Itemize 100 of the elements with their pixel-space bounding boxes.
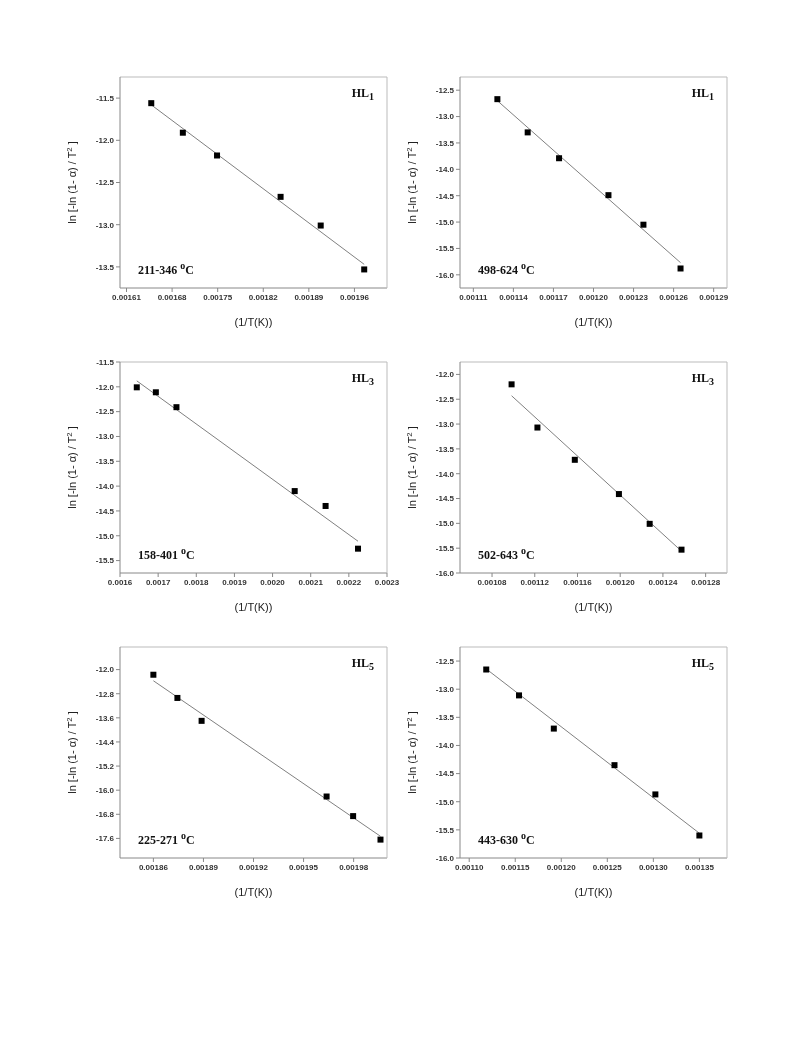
annotation: 158-401 $^{o}$C xyxy=(138,545,195,563)
x-tick-label: 0.00130 xyxy=(638,862,669,872)
y-tick-label: -16.0 xyxy=(95,786,115,796)
x-tick-label: 0.00124 xyxy=(648,577,678,587)
y-tick-label: -16.0 xyxy=(435,853,455,863)
y-tick-label: -14.4 xyxy=(95,737,115,747)
point xyxy=(646,520,653,527)
point xyxy=(696,832,703,839)
y-tick-label: -13.0 xyxy=(435,685,455,695)
point xyxy=(571,456,578,463)
y-tick-label: -12.5 xyxy=(95,407,115,417)
x-tick-label: 0.00129 xyxy=(699,292,729,302)
y-tick-label: -14.5 xyxy=(435,191,455,201)
x-axis-title: (1/T(K)) xyxy=(574,601,613,613)
x-tick-label: 0.00128 xyxy=(691,577,721,587)
point xyxy=(174,694,181,701)
y-tick-label: -13.6 xyxy=(95,713,115,723)
point xyxy=(179,129,186,136)
point xyxy=(291,488,298,495)
x-tick-label: 0.00120 xyxy=(579,292,609,302)
x-tick-label: 0.0018 xyxy=(184,577,210,587)
annotation: 211-346 $^{o}$C xyxy=(138,260,195,278)
point xyxy=(652,791,659,798)
x-tick-label: 0.0021 xyxy=(298,577,324,587)
y-tick-label: -16.0 xyxy=(435,568,455,578)
annotation: 225-271 $^{o}$C xyxy=(138,830,195,848)
y-tick-label: -15.2 xyxy=(95,761,115,771)
x-tick-label: 0.00123 xyxy=(619,292,649,302)
x-tick-label: 0.0019 xyxy=(222,577,248,587)
y-tick-label: -15.5 xyxy=(435,244,455,254)
x-axis-title: (1/T(K)) xyxy=(234,316,273,328)
point xyxy=(524,129,531,136)
point xyxy=(323,793,330,800)
y-tick-label: -12.0 xyxy=(95,382,115,392)
x-tick-label: 0.00196 xyxy=(339,292,370,302)
x-tick-label: 0.00189 xyxy=(188,862,219,872)
point xyxy=(678,546,685,553)
y-tick-label: -15.5 xyxy=(435,544,455,554)
annotation: 443-630 $^{o}$C xyxy=(478,830,535,848)
point xyxy=(677,265,684,272)
point xyxy=(483,666,490,673)
x-tick-label: 0.00120 xyxy=(605,577,636,587)
y-tick-label: -13.5 xyxy=(435,713,455,723)
point xyxy=(152,389,159,396)
point xyxy=(277,193,284,200)
x-tick-label: 0.0023 xyxy=(374,577,400,587)
point xyxy=(214,152,221,159)
point xyxy=(198,717,205,724)
x-tick-label: 0.00192 xyxy=(239,862,269,872)
y-tick-label: -12.0 xyxy=(95,136,115,146)
y-tick-label: -17.6 xyxy=(95,834,115,844)
y-tick-label: -13.5 xyxy=(435,138,455,148)
x-tick-label: 0.00161 xyxy=(112,292,142,302)
point xyxy=(494,96,501,103)
x-tick-label: 0.00198 xyxy=(339,862,369,872)
y-tick-label: -15.0 xyxy=(435,519,455,529)
y-tick-label: -12.5 xyxy=(435,656,455,666)
x-tick-label: 0.00195 xyxy=(289,862,319,872)
annotation: HL$_{1}$ xyxy=(691,86,714,103)
point xyxy=(322,502,329,509)
x-tick-label: 0.00114 xyxy=(499,292,529,302)
point xyxy=(317,222,324,229)
y-tick-label: -16.8 xyxy=(95,810,115,820)
y-tick-label: -12.0 xyxy=(435,370,455,380)
x-tick-label: 0.00115 xyxy=(501,862,531,872)
y-tick-label: -13.5 xyxy=(435,444,455,454)
y-tick-label: -14.5 xyxy=(435,769,455,779)
point xyxy=(355,545,362,552)
y-tick-label: -14.5 xyxy=(95,506,115,516)
point xyxy=(516,692,523,699)
y-tick-label: -13.0 xyxy=(435,112,455,122)
x-tick-label: 0.00186 xyxy=(138,862,169,872)
point xyxy=(377,836,384,843)
point xyxy=(615,491,622,498)
y-tick-label: -13.0 xyxy=(95,432,115,442)
point xyxy=(133,384,140,391)
y-tick-label: -16.0 xyxy=(435,270,455,280)
point xyxy=(534,424,541,431)
x-tick-label: 0.00112 xyxy=(520,577,550,587)
x-axis-title: (1/T(K)) xyxy=(574,886,613,898)
x-tick-label: 0.0017 xyxy=(145,577,171,587)
y-tick-label: -14.0 xyxy=(435,165,455,175)
x-tick-label: 0.00110 xyxy=(454,862,484,872)
x-tick-label: 0.00135 xyxy=(684,862,715,872)
y-tick-label: -14.0 xyxy=(95,481,115,491)
y-tick-label: -15.5 xyxy=(435,825,455,835)
annotation: 502-643 $^{o}$C xyxy=(478,545,535,563)
x-tick-label: 0.00111 xyxy=(459,292,488,302)
annotation: HL$_{3}$ xyxy=(351,371,374,388)
x-axis-title: (1/T(K)) xyxy=(234,886,273,898)
y-tick-label: -14.0 xyxy=(435,741,455,751)
y-tick-label: -12.8 xyxy=(95,689,115,699)
point xyxy=(361,266,368,273)
y-tick-label: -15.5 xyxy=(95,556,115,566)
x-tick-label: 0.00168 xyxy=(157,292,188,302)
point xyxy=(148,100,155,107)
point xyxy=(611,762,618,769)
x-tick-label: 0.0016 xyxy=(107,577,133,587)
annotation: HL$_{3}$ xyxy=(691,371,714,388)
y-tick-label: -14.0 xyxy=(435,469,455,479)
